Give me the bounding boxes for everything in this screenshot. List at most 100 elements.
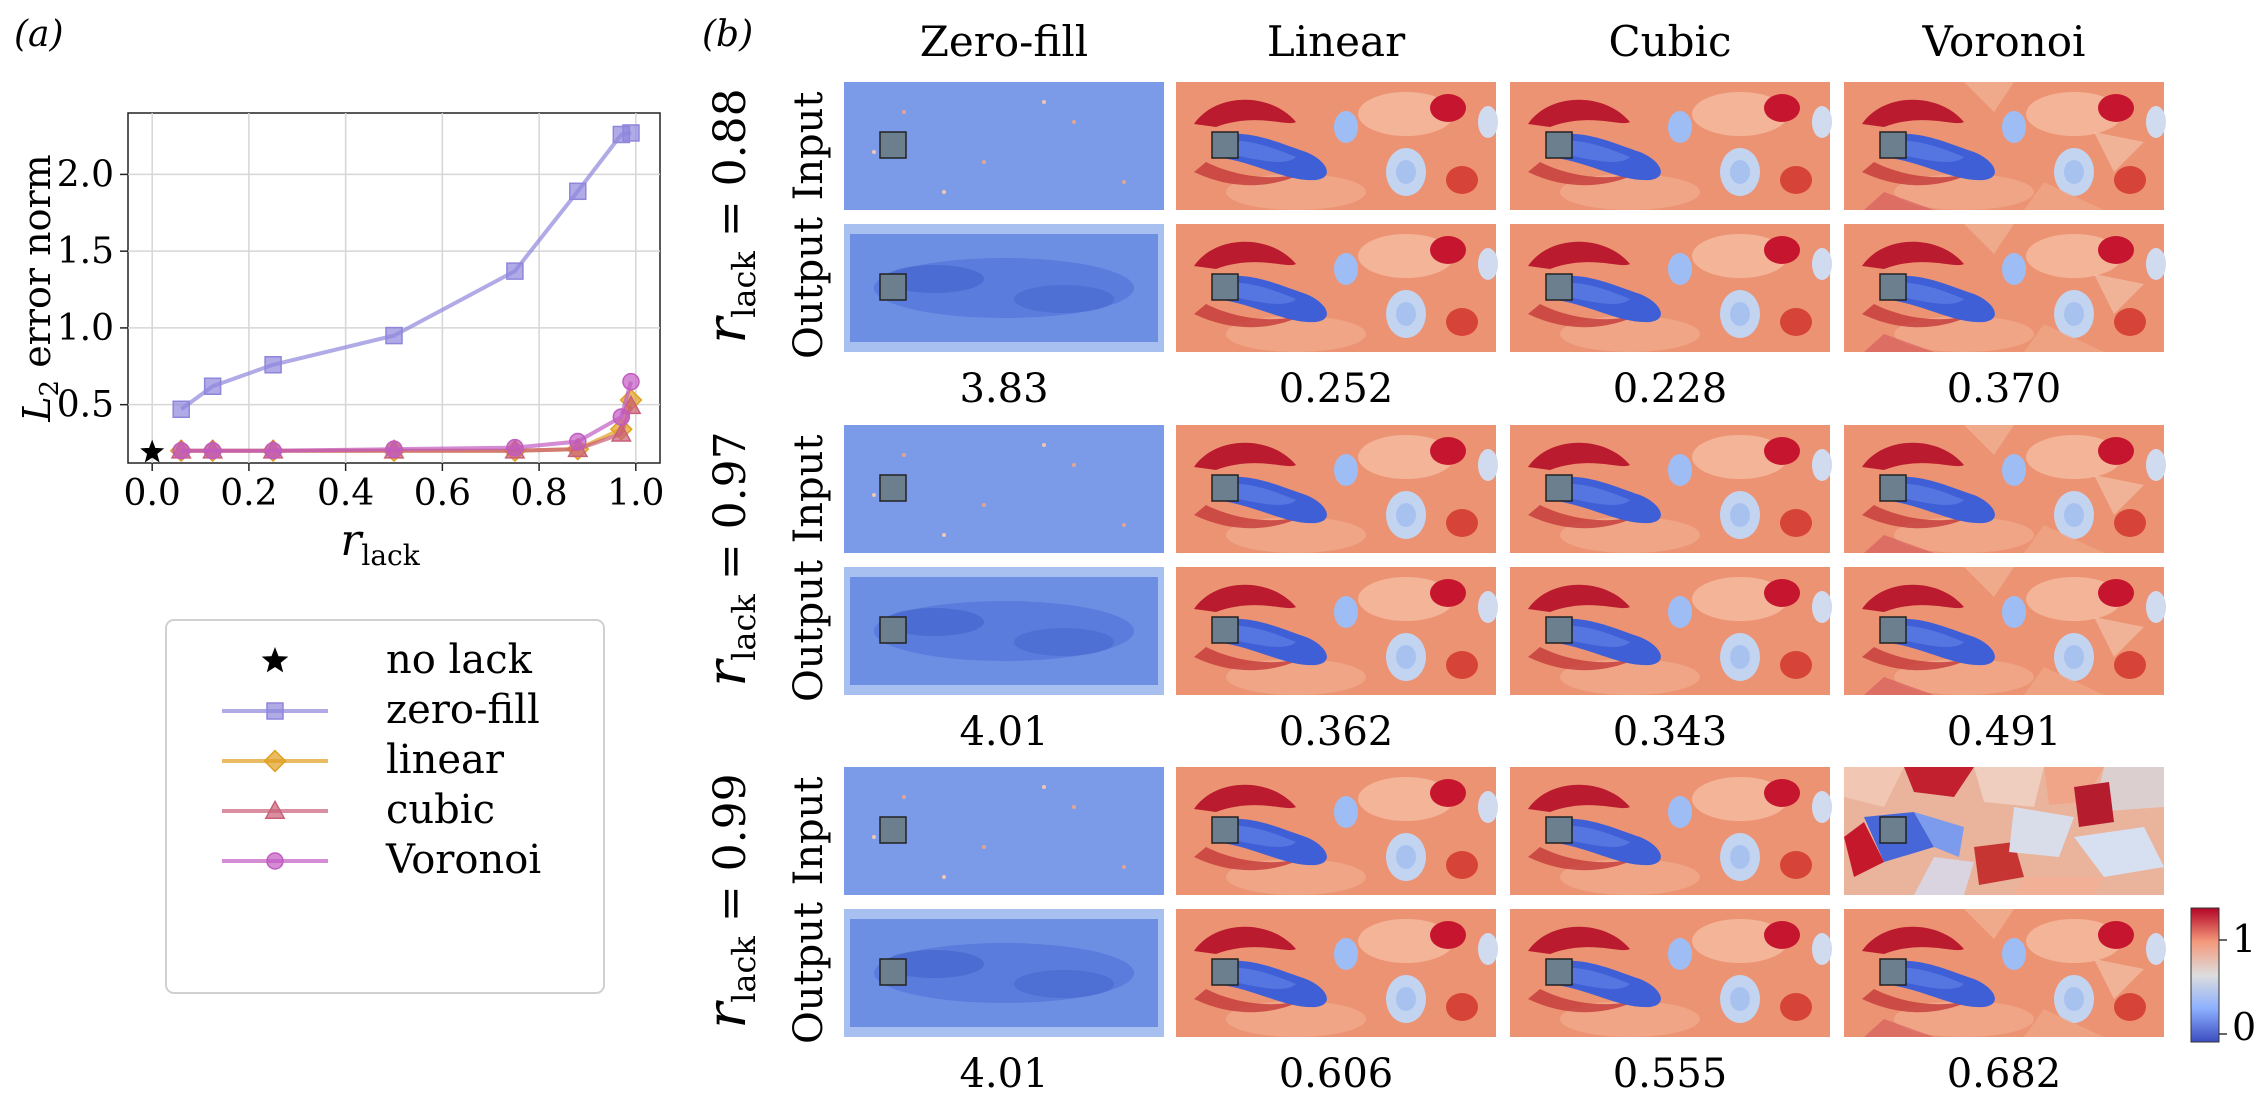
y-tick-label: 0.5 <box>57 385 114 426</box>
obstacle-square <box>1545 273 1573 301</box>
x-axis-label: rlack <box>340 515 420 572</box>
x-tick-label: 0.8 <box>510 473 567 514</box>
obstacle-square <box>879 273 907 301</box>
data-point <box>264 441 282 460</box>
x-tick-label: 0.6 <box>414 473 471 514</box>
series-zerofill <box>172 124 640 419</box>
colorbar-max-label: 1 <box>2232 917 2256 961</box>
obstacle-square <box>1211 958 1239 986</box>
data-point <box>266 852 284 870</box>
grid-lines <box>128 113 660 463</box>
legend-label: no lack <box>386 637 533 683</box>
series-voronoi <box>172 372 640 460</box>
x-axis-label-sub: lack <box>361 539 420 572</box>
data-point <box>569 182 587 201</box>
row-label-input: Input <box>786 434 832 543</box>
obstacle-square <box>1211 474 1239 502</box>
row-label-input: Input <box>786 91 832 200</box>
panel-b-label: (b) <box>702 14 753 55</box>
obstacle-square <box>1545 616 1573 644</box>
obstacle-square <box>1545 474 1573 502</box>
field-cubic-input <box>1510 767 1832 895</box>
data-point <box>610 422 632 442</box>
error-value: 0.362 <box>1279 709 1394 755</box>
panel-a-label: (a) <box>14 14 64 55</box>
r-lack-label: rlack = 0.99 <box>695 773 763 1028</box>
row-group-2: rlack = 0.97 Input Output 4.01 0.362 0.343 0.4… <box>695 425 2166 755</box>
legend-label: linear <box>386 737 505 783</box>
field-linear-input <box>1176 82 1498 210</box>
data-point <box>264 799 286 819</box>
legend-label: Voronoi <box>385 837 541 883</box>
field-linear-output <box>1176 909 1498 1037</box>
r-lack-main: r <box>695 315 758 344</box>
error-value: 0.370 <box>1947 366 2062 412</box>
field-voronoi-input <box>1844 767 2164 895</box>
row-group-3: rlack = 0.99 Input Output 4.01 0.606 0.555 0.6… <box>695 767 2166 1097</box>
row-label-input: Input <box>786 776 832 885</box>
legend-item-voronoi: Voronoi <box>222 837 541 883</box>
data-series <box>140 124 643 463</box>
column-header-cubic: Cubic <box>1608 17 1731 66</box>
obstacle-square <box>1545 131 1573 159</box>
r-lack-value: = 0.88 <box>705 88 756 251</box>
field-linear-output <box>1176 224 1498 352</box>
error-value: 0.682 <box>1947 1051 2062 1097</box>
obstacle-square <box>879 958 907 986</box>
y-tick-label: 1.0 <box>57 308 114 349</box>
plot-frame <box>127 112 661 464</box>
r-lack-sub: lack <box>725 251 763 318</box>
field-voronoi-output <box>1844 909 2166 1037</box>
obstacle-square <box>1879 273 1907 301</box>
legend-box <box>165 619 605 994</box>
obstacle-square <box>1545 816 1573 844</box>
data-point <box>266 702 284 720</box>
r-lack-value: = 0.99 <box>705 773 756 936</box>
obstacle-square <box>1879 958 1907 986</box>
obstacle-square <box>1879 131 1907 159</box>
field-voronoi-output <box>1844 567 2166 695</box>
data-point <box>569 432 587 451</box>
error-value: 0.252 <box>1279 366 1394 412</box>
data-point <box>506 438 524 457</box>
field-cubic-input <box>1510 425 1832 553</box>
field-zero-input <box>844 767 1164 895</box>
y-tick-label: 2.0 <box>57 154 114 195</box>
field-zero-input <box>844 82 1164 210</box>
row-group-1: rlack = 0.88 Input Output 3.83 0.252 0.228 0.3… <box>695 82 2166 412</box>
colorbar-min-label: 0 <box>2232 1005 2256 1049</box>
field-cubic-output <box>1510 567 1832 695</box>
r-lack-value: = 0.97 <box>705 431 756 594</box>
y-tick-label: 1.5 <box>57 231 114 272</box>
data-point <box>264 356 282 374</box>
field-voronoi-input <box>1844 82 2166 210</box>
data-point <box>622 372 640 391</box>
error-value: 0.491 <box>1947 709 2062 755</box>
legend-item-zerofill: zero-fill <box>222 687 540 733</box>
error-value: 0.228 <box>1613 366 1728 412</box>
series-nolack <box>140 439 165 463</box>
data-point <box>263 749 287 773</box>
legend-label: zero-fill <box>386 687 540 733</box>
x-axis-label-main: r <box>340 515 364 566</box>
y-axis-label: L2 error norm <box>15 154 65 422</box>
error-value: 4.01 <box>959 709 1048 755</box>
column-header-voronoi: Voronoi <box>1922 17 2086 66</box>
data-point <box>385 326 403 345</box>
obstacle-square <box>1879 474 1907 502</box>
column-header-zero-fill: Zero-fill <box>920 17 1088 66</box>
data-point <box>506 262 524 280</box>
obstacle-square <box>1879 616 1907 644</box>
row-label-output: Output <box>786 217 832 359</box>
r-lack-main: r <box>695 1000 758 1029</box>
data-point <box>140 439 165 463</box>
panel-a-axes: 0.0 0.2 0.4 0.6 0.8 1.0 0.5 1.0 1.5 2.0 <box>57 112 664 514</box>
obstacle-square <box>879 474 907 502</box>
field-zero-output <box>844 567 1164 695</box>
field-voronoi-input <box>1844 425 2166 553</box>
data-point <box>622 124 640 142</box>
obstacle-square <box>1545 958 1573 986</box>
obstacle-square <box>879 616 907 644</box>
y-axis-label-main: L <box>15 396 59 422</box>
